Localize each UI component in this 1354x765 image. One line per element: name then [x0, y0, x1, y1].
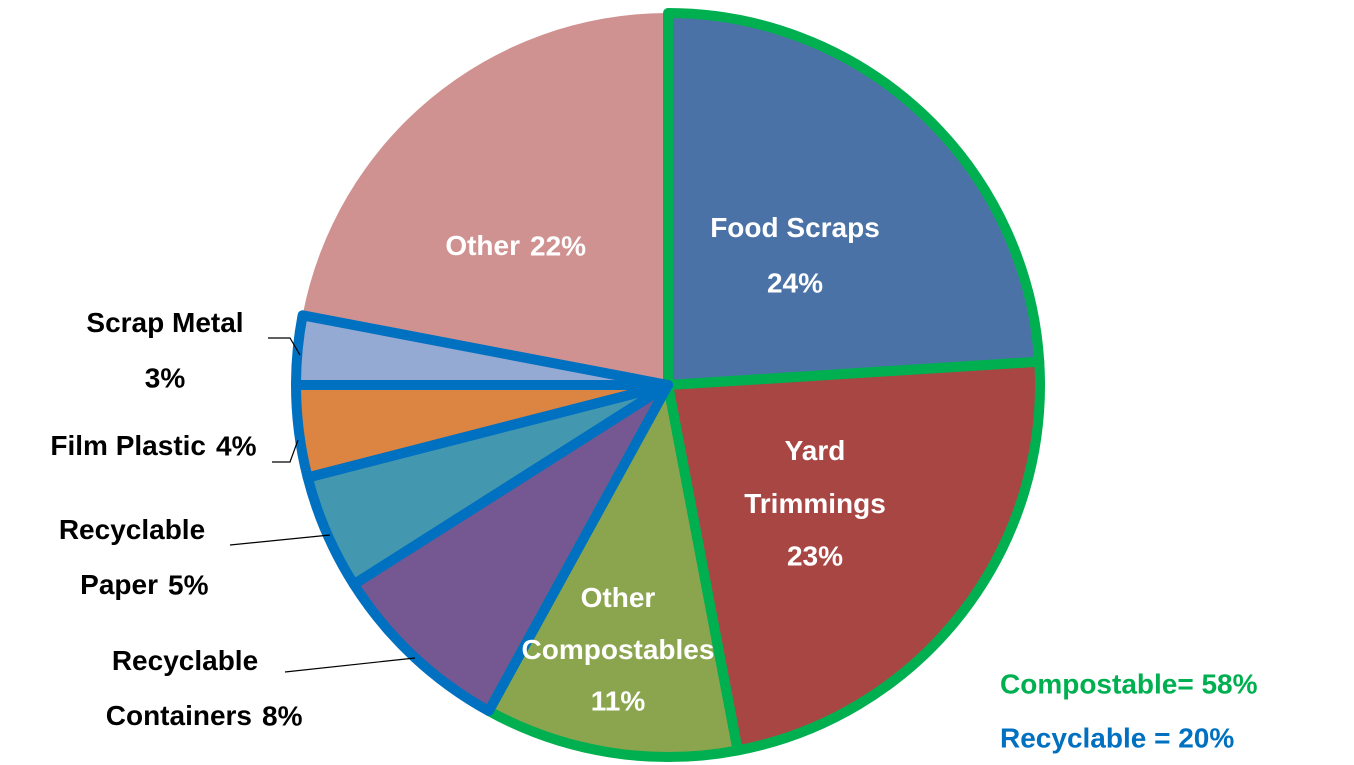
pie-slice	[488, 385, 738, 757]
value-label: 23%	[787, 540, 843, 571]
value-label: 11%	[591, 685, 646, 716]
annotation: Compostable= 58%	[1000, 668, 1258, 699]
label-line: Recyclable	[59, 514, 205, 545]
annotation: Recyclable = 20%	[1000, 722, 1234, 753]
pie-slice	[668, 361, 1040, 751]
value-label: 8%	[262, 700, 303, 731]
label-line: Scrap Metal	[86, 307, 243, 338]
slice-outline	[663, 8, 1045, 390]
slice-label: Recyclable Containers	[106, 645, 258, 731]
pie-slice	[353, 385, 668, 711]
value-label: 3%	[145, 362, 186, 393]
label-line: Containers	[106, 700, 252, 731]
label-line: Other	[581, 582, 656, 613]
label-line: Food Scraps	[710, 212, 880, 243]
label-line: Other	[445, 230, 520, 261]
slice-label: Recyclable Paper	[59, 514, 205, 600]
pie-slice	[307, 385, 668, 585]
labels: Food Scraps 24% Yard Trimmings 23% Other Compo…	[50, 212, 1257, 753]
label-line: Paper	[80, 569, 158, 600]
pie-slice	[302, 13, 668, 385]
label-line: Yard	[785, 435, 846, 466]
slice-label: Scrap Metal	[86, 307, 243, 338]
pie-slice	[668, 13, 1040, 385]
slice-label: Other Compostables	[522, 582, 715, 665]
leader-line	[284, 657, 416, 673]
value-label: 5%	[168, 569, 209, 600]
leader-line	[268, 337, 301, 356]
value-label: 4%	[216, 430, 257, 461]
label-line: Film Plastic	[50, 430, 206, 461]
label-line: Trimmings	[744, 488, 886, 519]
slice-label: Yard Trimmings	[744, 435, 886, 519]
slice-outline	[663, 356, 1045, 756]
label-line: Recyclable	[112, 645, 258, 676]
value-label: 22%	[530, 230, 586, 261]
leader-line	[229, 534, 331, 546]
label-line: Compostables	[522, 634, 715, 665]
slice-outline	[483, 380, 743, 762]
slice-label: Food Scraps	[710, 212, 880, 243]
slice-outline	[348, 380, 673, 716]
leader-line	[272, 439, 299, 463]
value-label: 24%	[767, 267, 823, 298]
pie	[296, 13, 1040, 757]
slice-label: Other	[445, 230, 520, 261]
slice-label: Film Plastic	[50, 430, 206, 461]
